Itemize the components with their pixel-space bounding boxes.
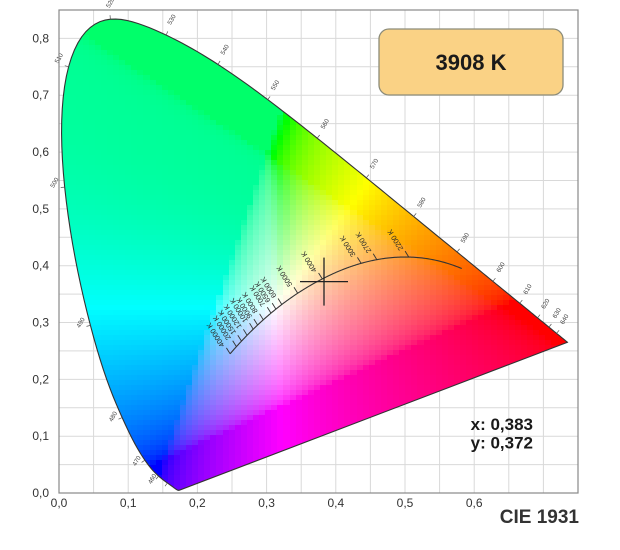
svg-text:0,3: 0,3 [32, 316, 49, 330]
svg-text:0,6: 0,6 [466, 496, 483, 510]
svg-text:0,5: 0,5 [397, 496, 414, 510]
svg-text:0,1: 0,1 [32, 429, 49, 443]
svg-text:0,1: 0,1 [120, 496, 137, 510]
svg-text:0,3: 0,3 [258, 496, 275, 510]
svg-text:0,8: 0,8 [32, 31, 49, 45]
svg-text:0,5: 0,5 [32, 202, 49, 216]
svg-text:3908 K: 3908 K [436, 50, 507, 75]
svg-text:0,4: 0,4 [327, 496, 344, 510]
svg-text:0,4: 0,4 [32, 259, 49, 273]
svg-text:0,2: 0,2 [189, 496, 206, 510]
svg-text:0,2: 0,2 [32, 372, 49, 386]
svg-text:0,7: 0,7 [32, 88, 49, 102]
svg-text:x: 0,383: x: 0,383 [471, 415, 533, 434]
svg-text:0,0: 0,0 [32, 486, 49, 500]
svg-text:y: 0,372: y: 0,372 [471, 434, 533, 453]
svg-text:CIE 1931: CIE 1931 [500, 507, 580, 528]
svg-text:0,0: 0,0 [51, 496, 68, 510]
svg-text:0,6: 0,6 [32, 145, 49, 159]
